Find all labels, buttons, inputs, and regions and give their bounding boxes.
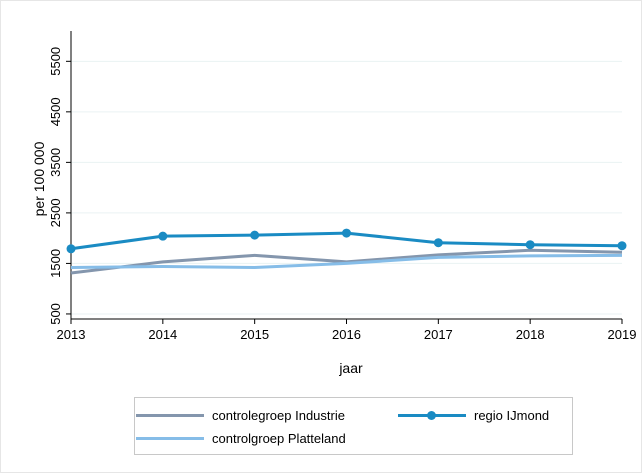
legend-label-ijmond: regio IJmond	[474, 407, 550, 423]
data-point	[617, 241, 627, 251]
legend-item-industrie: controlegroep Industrie	[136, 406, 345, 424]
x-tick-label: 2013	[57, 327, 86, 342]
x-tick-label: 2017	[424, 327, 453, 342]
legend-item-ijmond: regio IJmond	[398, 406, 549, 424]
data-point	[66, 244, 76, 254]
series-line-0	[70, 248, 623, 275]
x-tick-label: 2018	[516, 327, 545, 342]
y-tick-label: 3500	[48, 148, 63, 177]
x-tick-label: 2016	[332, 327, 361, 342]
y-tick-label: 500	[48, 303, 63, 325]
legend-item-platteland: controlgroep Platteland	[136, 429, 346, 447]
y-axis-label: per 100 000	[31, 141, 47, 216]
data-point	[158, 231, 168, 241]
data-point	[433, 238, 443, 248]
series-line-1	[70, 253, 623, 269]
data-point	[525, 240, 535, 250]
legend-swatch-industrie	[136, 413, 204, 417]
legend-swatch-ijmond	[398, 410, 466, 420]
y-tick-label: 5500	[48, 47, 63, 76]
data-point	[250, 230, 260, 240]
y-tick-label: 2500	[48, 198, 63, 227]
legend-label-industrie: controlegroep Industrie	[212, 407, 345, 423]
legend-swatch-platteland	[136, 436, 204, 440]
legend-label-platteland: controlgroep Platteland	[212, 430, 346, 446]
data-point	[342, 228, 351, 238]
legend: controlegroep Industrie controlgroep Pla…	[134, 397, 573, 455]
x-tick-label: 2019	[608, 327, 637, 342]
y-tick-label: 4500	[48, 97, 63, 126]
x-tick-label: 2015	[240, 327, 269, 342]
y-tick-label: 1500	[48, 249, 63, 278]
x-tick-label: 2014	[148, 327, 177, 342]
x-axis-label: jaar	[338, 360, 363, 376]
